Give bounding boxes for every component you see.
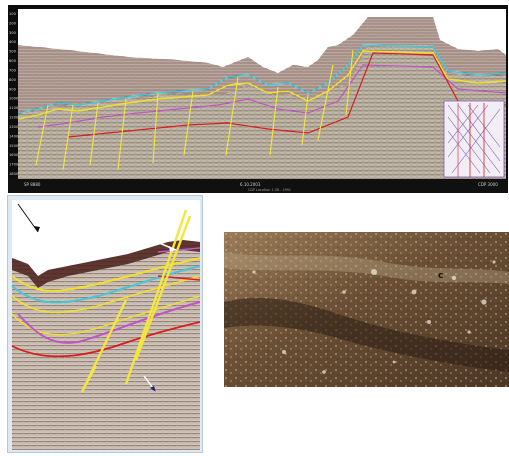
seismic-section-panel: 100 200 300 400 500 600 700 800 900 1000 1100 1200 1… bbox=[8, 5, 508, 193]
footer-right-label: CDP 3000 bbox=[478, 182, 498, 187]
depth-tick-label: 900 bbox=[9, 87, 17, 91]
depth-tick-label: 800 bbox=[9, 78, 17, 82]
horizon-yellow bbox=[11, 257, 201, 292]
layered-sediment-band bbox=[18, 17, 506, 115]
seismic-detail-panel bbox=[7, 195, 203, 453]
seismic-reflection-body bbox=[18, 17, 506, 179]
horizon-magenta bbox=[37, 64, 507, 128]
depth-tick-label: 100 bbox=[9, 12, 17, 16]
fault-lines bbox=[35, 49, 354, 171]
depth-tick-label: 600 bbox=[9, 59, 17, 63]
fault-line-1 bbox=[124, 209, 188, 385]
horizon-red bbox=[11, 321, 201, 358]
horizon-red bbox=[67, 52, 507, 138]
fault-line-2 bbox=[134, 215, 192, 361]
rock-sample-photo: c bbox=[224, 232, 509, 387]
footer-sub-label: CDP Location 1.36 - 1991 bbox=[248, 188, 291, 192]
depth-tick-label: 1300 bbox=[9, 125, 19, 129]
seafloor-band bbox=[12, 240, 200, 288]
footer-strip bbox=[8, 179, 508, 193]
horizon-red-upper bbox=[157, 275, 201, 281]
depth-tick-label: 400 bbox=[9, 40, 17, 44]
depth-tick-label: 200 bbox=[9, 21, 17, 25]
depth-tick-label: 500 bbox=[9, 50, 17, 54]
depth-tick-label: 1700 bbox=[9, 163, 19, 167]
dark-band bbox=[224, 297, 509, 372]
seismic-detail-image bbox=[11, 199, 201, 450]
horizon-cyan bbox=[11, 265, 201, 304]
depth-tick-label: 1400 bbox=[9, 134, 19, 138]
depth-tick-label: 700 bbox=[9, 69, 17, 73]
horizon-magenta bbox=[17, 301, 201, 344]
depth-axis: 100 200 300 400 500 600 700 800 900 1000 1100 1200 1… bbox=[9, 12, 19, 176]
horizon-yellow-2 bbox=[11, 275, 201, 314]
footer-left-label: SP 8880 bbox=[24, 182, 41, 187]
depth-tick-label: 1600 bbox=[9, 153, 19, 157]
arrow-icon bbox=[143, 375, 157, 393]
depth-tick-label: 1200 bbox=[9, 116, 19, 120]
depth-tick-label: 1800 bbox=[9, 172, 19, 176]
fault-line-4 bbox=[81, 365, 97, 393]
seismic-section-image: 100 200 300 400 500 600 700 800 900 1000 1100 1200 1… bbox=[8, 9, 508, 193]
horizon-yellow bbox=[17, 50, 507, 120]
mineral-speckles bbox=[252, 260, 496, 374]
arrow-icon bbox=[15, 199, 40, 233]
depth-tick-label: 1500 bbox=[9, 144, 19, 148]
depth-tick-label: 1000 bbox=[9, 97, 19, 101]
horizon-magenta-upper bbox=[157, 247, 201, 253]
rock-photo-image: c bbox=[224, 232, 509, 387]
depth-tick-label: 1100 bbox=[9, 106, 19, 110]
photo-label: c bbox=[438, 271, 443, 281]
footer-center-label: 6.10.2003 bbox=[240, 182, 261, 187]
depth-tick-label: 300 bbox=[9, 31, 17, 35]
light-band bbox=[224, 252, 509, 284]
fault-inset-diagram bbox=[443, 100, 505, 178]
seismic-reflection-body bbox=[12, 240, 200, 450]
horizon-cyan bbox=[17, 44, 507, 114]
arrow-icon bbox=[151, 239, 177, 252]
